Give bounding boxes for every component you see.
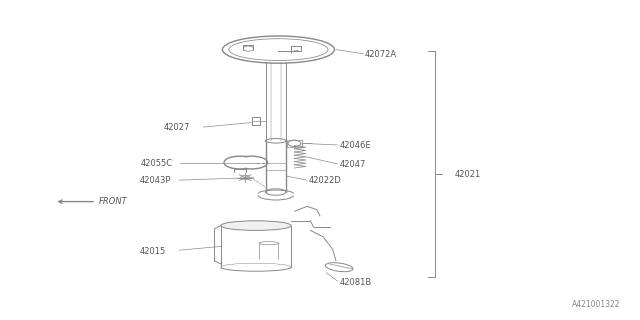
Text: 42072A: 42072A — [365, 50, 397, 59]
Text: 42027: 42027 — [163, 124, 189, 132]
Text: 42081B: 42081B — [339, 278, 371, 287]
Text: A421001322: A421001322 — [572, 300, 621, 309]
Text: FRONT: FRONT — [99, 197, 128, 206]
Text: 42015: 42015 — [140, 247, 166, 256]
Text: 42043P: 42043P — [140, 176, 171, 185]
Text: 42022D: 42022D — [308, 176, 341, 185]
Bar — [287, 140, 302, 147]
Ellipse shape — [221, 221, 291, 230]
Text: 42021: 42021 — [454, 170, 481, 179]
Text: 42046E: 42046E — [339, 141, 371, 150]
Text: 42055C: 42055C — [141, 159, 173, 168]
Text: 42047: 42047 — [339, 160, 365, 169]
